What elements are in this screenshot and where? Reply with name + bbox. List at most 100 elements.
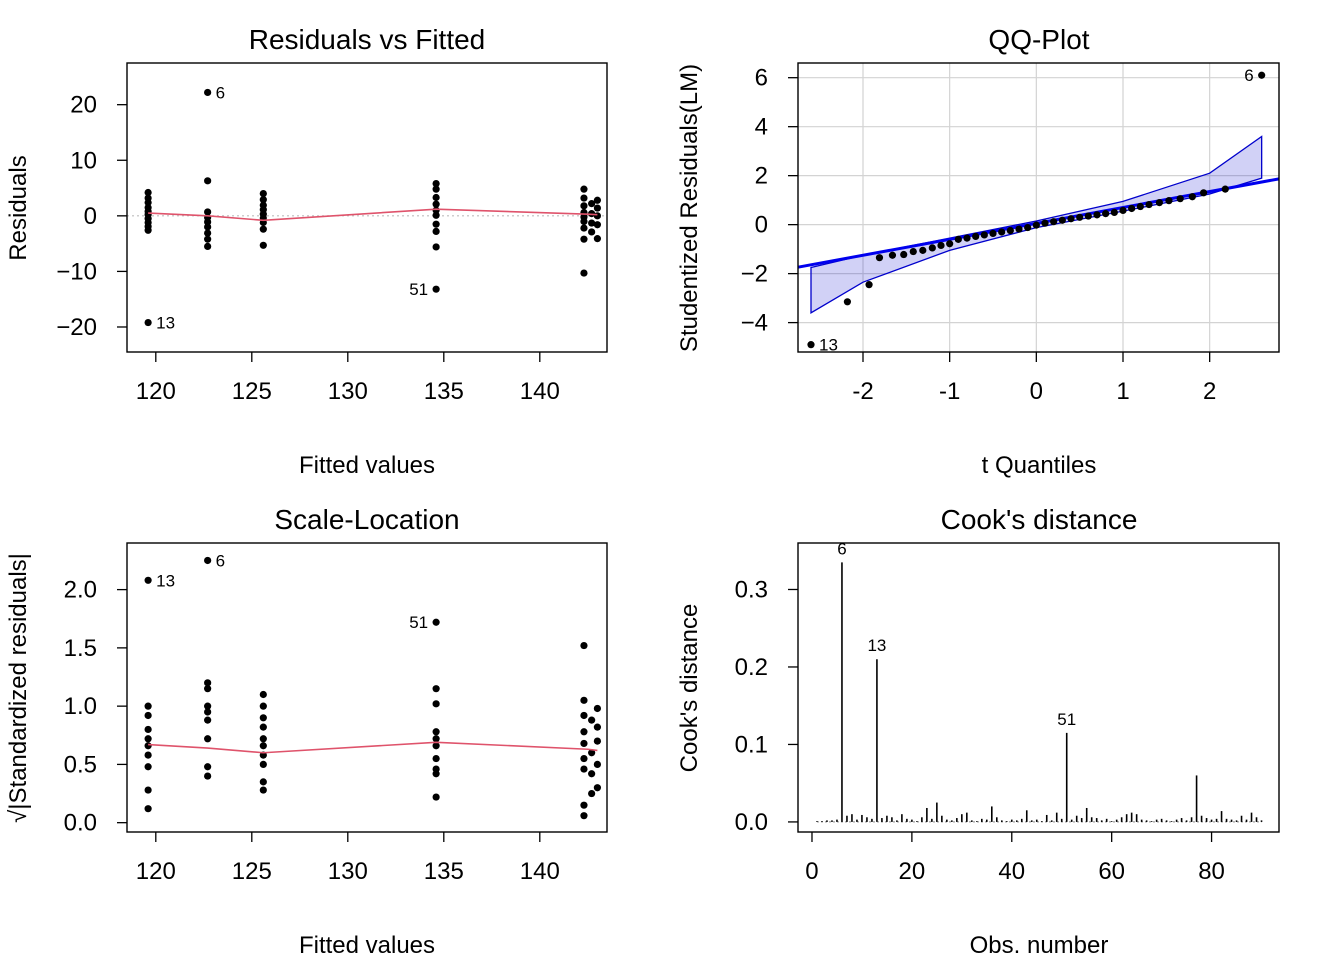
plot-frame xyxy=(797,62,1280,353)
data-point xyxy=(204,685,212,693)
data-point xyxy=(1102,210,1110,218)
point-label: 6 xyxy=(1244,66,1253,85)
y-tick-label: −4 xyxy=(741,310,768,337)
data-point xyxy=(593,204,602,212)
y-tick-label: 2.0 xyxy=(64,577,97,604)
x-axis-label: Obs. number xyxy=(970,932,1109,959)
x-tick-label: 135 xyxy=(424,378,464,405)
data-point xyxy=(432,685,440,693)
data-point xyxy=(204,88,212,97)
data-point xyxy=(580,765,588,773)
y-axis-label: Studentized Residuals(LM) xyxy=(676,64,703,352)
data-point xyxy=(204,208,212,216)
data-point xyxy=(1145,200,1153,209)
data-point xyxy=(593,737,602,745)
data-point xyxy=(807,341,815,349)
data-point xyxy=(1032,221,1040,229)
x-tick-label: -1 xyxy=(939,378,960,405)
data-point xyxy=(888,251,897,259)
point-label: 6 xyxy=(837,539,846,558)
x-tick-label: 140 xyxy=(520,378,560,405)
x-axis-label: Fitted values xyxy=(299,452,435,479)
y-tick-label: −2 xyxy=(741,261,768,288)
point-label: 13 xyxy=(819,336,838,355)
x-tick-label: 0 xyxy=(805,858,818,885)
data-point xyxy=(259,690,267,699)
x-tick-label: 130 xyxy=(328,858,368,885)
data-point xyxy=(432,728,440,736)
data-point xyxy=(588,219,596,227)
y-tick-label: 0.2 xyxy=(735,654,768,681)
data-point xyxy=(432,220,440,228)
plot-area: 120 125 130 135 140 −20 −10 0 10 20 6 13 51 xyxy=(56,83,607,405)
x-tick-label: 60 xyxy=(1098,858,1125,885)
y-tick-label: 0 xyxy=(755,212,768,239)
data-point xyxy=(432,211,440,219)
x-tick-label: 20 xyxy=(899,858,926,885)
x-tick-label: 135 xyxy=(424,858,464,885)
data-point xyxy=(259,225,267,233)
data-point xyxy=(204,702,212,710)
y-tick-label: 0.5 xyxy=(64,751,97,778)
y-tick-label: 0.3 xyxy=(735,576,768,603)
data-point xyxy=(1006,226,1014,235)
data-point xyxy=(432,735,440,743)
data-point xyxy=(432,200,440,208)
data-point xyxy=(580,711,588,720)
y-tick-label: 6 xyxy=(755,65,768,92)
point-label: 51 xyxy=(409,280,428,299)
plot-frame xyxy=(126,542,608,833)
data-point xyxy=(204,177,212,185)
data-point xyxy=(580,185,588,193)
data-point xyxy=(432,700,440,708)
data-point xyxy=(259,190,267,198)
data-point xyxy=(144,751,152,759)
data-point xyxy=(588,200,596,208)
data-point xyxy=(1258,71,1266,79)
data-point xyxy=(144,805,152,813)
x-tick-label: 140 xyxy=(520,858,560,885)
point-label: 51 xyxy=(1057,710,1076,729)
data-point xyxy=(204,235,212,243)
data-point xyxy=(580,801,588,809)
data-point xyxy=(1221,185,1229,193)
x-tick-label: 125 xyxy=(232,378,272,405)
data-point xyxy=(259,196,267,204)
data-point xyxy=(1188,193,1196,201)
plot-frame xyxy=(797,542,1280,833)
data-point xyxy=(972,232,980,240)
point-label: 13 xyxy=(156,314,175,333)
data-point xyxy=(144,188,152,197)
data-point xyxy=(954,235,962,243)
data-point xyxy=(1058,216,1066,224)
x-tick-label: 120 xyxy=(136,858,176,885)
point-label: 51 xyxy=(409,613,428,632)
panel-title: Cook's distance xyxy=(941,504,1138,535)
data-point xyxy=(1165,197,1173,205)
panel-title: Scale-Location xyxy=(274,504,459,535)
data-point xyxy=(588,789,596,798)
data-point xyxy=(259,786,267,794)
point-label: 6 xyxy=(216,551,225,570)
data-point xyxy=(204,556,212,565)
data-point xyxy=(593,760,602,769)
x-axis-label: Fitted values xyxy=(299,932,435,959)
y-axis-label: √|Standardized residuals| xyxy=(5,553,32,823)
data-point xyxy=(259,760,267,769)
data-point xyxy=(937,241,945,250)
data-point xyxy=(144,576,152,584)
panel-scale-location: Scale-Location Fitted values √|Standardi… xyxy=(5,504,608,959)
data-point xyxy=(432,285,440,293)
data-point xyxy=(144,742,152,750)
data-point xyxy=(144,226,152,234)
data-point xyxy=(144,198,152,207)
data-point xyxy=(580,235,588,243)
panel-title: Residuals vs Fitted xyxy=(249,24,486,55)
point-label: 13 xyxy=(867,636,886,655)
data-point xyxy=(998,228,1006,236)
data-point xyxy=(204,735,212,743)
data-point xyxy=(432,227,440,235)
data-point xyxy=(259,778,267,786)
data-point xyxy=(963,234,971,242)
